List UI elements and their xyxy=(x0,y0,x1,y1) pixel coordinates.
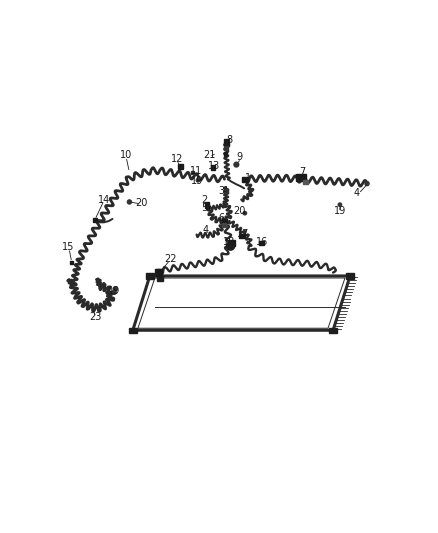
Bar xyxy=(259,241,264,245)
Bar xyxy=(329,328,337,333)
Text: 6: 6 xyxy=(218,213,224,223)
Circle shape xyxy=(243,212,247,215)
Text: 4: 4 xyxy=(354,188,360,198)
Text: 12: 12 xyxy=(171,154,183,164)
Bar xyxy=(303,180,307,184)
Bar xyxy=(346,273,354,279)
Text: 5: 5 xyxy=(201,203,207,213)
Text: 23: 23 xyxy=(89,312,102,322)
Text: 4: 4 xyxy=(203,225,209,235)
Bar xyxy=(296,174,306,181)
Bar xyxy=(224,189,227,193)
Bar xyxy=(93,218,97,222)
Text: 7: 7 xyxy=(300,167,306,177)
Bar xyxy=(227,240,235,246)
Circle shape xyxy=(127,200,131,204)
Text: 16: 16 xyxy=(256,237,268,247)
Circle shape xyxy=(338,203,342,206)
Circle shape xyxy=(113,287,117,291)
Bar xyxy=(224,146,228,150)
Circle shape xyxy=(226,242,235,250)
Text: 11: 11 xyxy=(190,166,202,176)
Text: 20: 20 xyxy=(135,198,148,208)
Bar xyxy=(155,269,161,276)
Text: 10: 10 xyxy=(120,150,132,160)
Text: 14: 14 xyxy=(98,195,110,205)
Bar xyxy=(178,164,183,169)
Text: 19: 19 xyxy=(108,286,120,296)
Bar xyxy=(191,171,194,174)
Bar xyxy=(211,165,215,169)
Text: 19: 19 xyxy=(334,206,346,216)
Bar xyxy=(222,223,226,227)
Text: 22: 22 xyxy=(164,254,177,264)
Text: 2: 2 xyxy=(201,195,207,205)
Text: 3: 3 xyxy=(218,186,224,196)
Text: 18: 18 xyxy=(223,237,236,247)
Text: 1: 1 xyxy=(245,173,251,182)
Text: 21: 21 xyxy=(203,150,215,160)
Text: 17: 17 xyxy=(237,229,249,239)
Bar xyxy=(129,328,137,333)
Bar xyxy=(205,201,209,208)
Bar xyxy=(239,233,245,238)
Circle shape xyxy=(196,179,200,182)
Bar xyxy=(224,152,227,157)
Text: 15: 15 xyxy=(62,242,74,252)
Bar xyxy=(70,261,74,264)
Bar xyxy=(157,276,163,281)
Text: 8: 8 xyxy=(226,135,233,145)
Bar xyxy=(156,269,162,276)
Text: 20: 20 xyxy=(233,206,246,216)
Bar xyxy=(224,139,229,146)
Circle shape xyxy=(112,290,116,294)
Bar xyxy=(222,219,227,223)
Circle shape xyxy=(365,182,369,185)
Circle shape xyxy=(234,162,239,167)
Bar xyxy=(242,177,248,182)
Text: 19: 19 xyxy=(191,176,203,186)
Text: 13: 13 xyxy=(208,160,220,171)
Text: 9: 9 xyxy=(237,152,243,162)
Bar xyxy=(146,273,154,279)
